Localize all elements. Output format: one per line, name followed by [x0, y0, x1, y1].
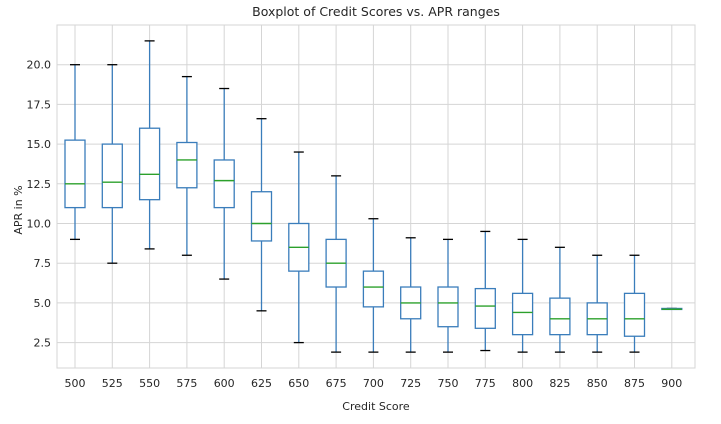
y-tick-label: 5.0	[34, 297, 52, 310]
x-tick-label: 625	[251, 377, 272, 390]
x-axis-label: Credit Score	[342, 400, 410, 413]
y-axis-label: APR in %	[12, 185, 25, 234]
box-650	[288, 151, 310, 344]
x-tick-label: 600	[214, 377, 235, 390]
x-tick-label: 550	[139, 377, 160, 390]
y-tick-label: 2.5	[34, 337, 52, 350]
x-tick-label: 650	[288, 377, 309, 390]
box-600	[213, 87, 235, 280]
x-tick-label: 775	[475, 377, 496, 390]
x-tick-label: 500	[65, 377, 86, 390]
x-tick-label: 800	[512, 377, 533, 390]
box-iqr	[474, 287, 496, 329]
y-tick-label: 20.0	[27, 59, 52, 72]
box-850	[586, 254, 608, 353]
box-525	[101, 64, 123, 264]
box-iqr	[511, 292, 534, 336]
box-825	[549, 246, 571, 353]
x-tick-label: 900	[661, 377, 682, 390]
y-tick-labels: 2.5 5.0 7.5 10.0 12.5 15.0 17.5 20.0	[27, 59, 52, 350]
box-iqr	[437, 286, 459, 328]
x-tick-label: 825	[549, 377, 570, 390]
x-tick-label: 750	[438, 377, 459, 390]
box-575	[176, 75, 198, 256]
plot-frame	[56, 24, 696, 369]
y-tick-label: 7.5	[34, 257, 52, 270]
box-iqr	[250, 191, 273, 242]
box-625	[250, 118, 273, 312]
x-tick-label: 875	[624, 377, 645, 390]
box-iqr	[101, 143, 123, 209]
box-800	[511, 238, 534, 353]
box-iqr	[623, 292, 646, 337]
x-tick-label: 850	[587, 377, 608, 390]
x-tick-label: 575	[176, 377, 197, 390]
box-iqr	[549, 297, 571, 336]
x-tick-label: 725	[400, 377, 421, 390]
chart-title: Boxplot of Credit Scores vs. APR ranges	[252, 4, 500, 19]
box-iqr	[138, 127, 161, 201]
box-700	[362, 218, 385, 353]
y-tick-label: 17.5	[27, 98, 52, 111]
box-775	[474, 230, 496, 352]
x-tick-label: 700	[363, 377, 384, 390]
y-tick-label: 15.0	[27, 138, 52, 151]
box-iqr	[213, 159, 235, 209]
box-layer	[64, 40, 683, 353]
box-875	[623, 254, 646, 353]
x-tick-label: 525	[102, 377, 123, 390]
box-550	[138, 40, 161, 250]
box-500	[64, 64, 86, 241]
box-725	[400, 237, 422, 353]
x-tick-label: 675	[326, 377, 347, 390]
y-tick-label: 12.5	[27, 178, 52, 191]
box-iqr	[176, 141, 198, 189]
y-tick-label: 10.0	[27, 217, 52, 230]
box-iqr	[362, 270, 385, 308]
box-900	[661, 307, 683, 311]
box-675	[325, 175, 347, 353]
box-750	[437, 238, 459, 353]
x-tick-labels: 500 525 550 575 600 625 650 675 700 725 750 775 800 8…	[65, 377, 683, 390]
box-iqr	[64, 139, 86, 209]
